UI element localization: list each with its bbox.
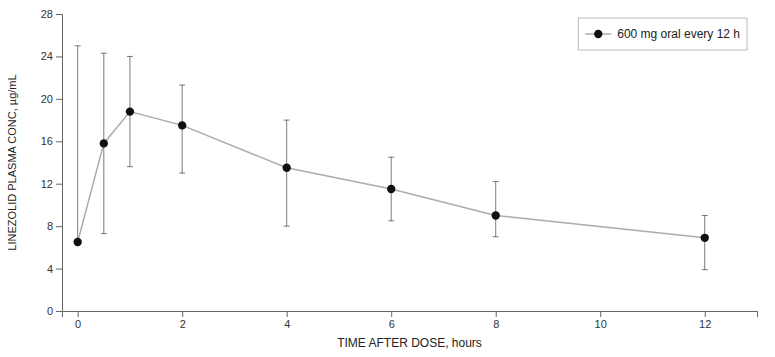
tick-label: 10 xyxy=(595,318,607,330)
y-axis-title: LINEZOLID PLASMA CONC, µg/mL xyxy=(6,74,18,250)
tick: 0 xyxy=(75,311,81,330)
tick-mark xyxy=(705,311,706,317)
tick: 8 xyxy=(47,220,62,232)
tick: 12 xyxy=(699,311,711,330)
x-axis-line xyxy=(63,312,758,318)
tick-label: 0 xyxy=(75,318,81,330)
point xyxy=(126,107,134,115)
tick-mark xyxy=(56,56,62,57)
tick-label: 2 xyxy=(180,318,186,330)
tick: 0 xyxy=(47,305,62,317)
point xyxy=(73,238,81,246)
error-bar xyxy=(75,46,81,242)
tick-label: 16 xyxy=(41,135,53,147)
x-axis: 0 2 4 6 8 10 12 xyxy=(63,311,758,330)
tick-mark xyxy=(496,311,497,317)
tick-mark xyxy=(56,269,62,270)
legend-frame xyxy=(578,18,747,50)
legend-marker xyxy=(594,30,602,38)
tick-mark xyxy=(56,99,62,100)
y-axis-line xyxy=(56,15,63,312)
tick-label: 28 xyxy=(41,8,53,20)
tick-label: 20 xyxy=(41,93,53,105)
error-bar xyxy=(284,120,290,226)
y-axis: 0 4 8 12 16 20 24 28 xyxy=(41,8,63,317)
tick-label: 6 xyxy=(389,318,395,330)
tick: 24 xyxy=(41,50,62,62)
tick-label: 4 xyxy=(47,263,53,275)
tick-mark xyxy=(56,14,62,15)
point xyxy=(100,139,108,147)
tick-label: 24 xyxy=(41,50,53,62)
tick-mark xyxy=(78,311,79,317)
tick-label: 8 xyxy=(47,220,53,232)
series-line xyxy=(78,112,705,242)
tick-label: 12 xyxy=(699,318,711,330)
tick-label: 8 xyxy=(493,318,499,330)
tick: 12 xyxy=(41,178,62,190)
point xyxy=(178,121,186,129)
tick-mark xyxy=(182,311,183,317)
tick: 2 xyxy=(180,311,186,330)
error-bar xyxy=(493,182,499,237)
tick: 6 xyxy=(389,311,395,330)
tick-mark xyxy=(56,184,62,185)
tick-mark xyxy=(56,311,62,312)
tick: 4 xyxy=(47,263,62,275)
tick-mark xyxy=(56,226,62,227)
tick-mark xyxy=(56,141,62,142)
chart: 0246810120481216202428TIME AFTER DOSE, h… xyxy=(0,0,775,357)
tick-mark xyxy=(287,311,288,317)
tick: 10 xyxy=(595,311,607,330)
tick: 4 xyxy=(284,311,290,330)
tick-label: 0 xyxy=(47,305,53,317)
tick: 16 xyxy=(41,135,62,147)
point xyxy=(387,185,395,193)
point xyxy=(701,234,709,242)
legend: 600 mg oral every 12 h xyxy=(578,18,747,50)
tick-mark xyxy=(391,311,392,317)
tick-mark xyxy=(600,311,601,317)
legend-label: 600 mg oral every 12 h xyxy=(617,27,740,41)
tick: 8 xyxy=(493,311,499,330)
tick-label: 12 xyxy=(41,178,53,190)
tick: 20 xyxy=(41,93,62,105)
tick: 28 xyxy=(41,8,62,20)
plot-area xyxy=(73,46,708,270)
point xyxy=(283,164,291,172)
x-axis-title: TIME AFTER DOSE, hours xyxy=(337,336,482,350)
tick-label: 4 xyxy=(284,318,290,330)
error-bar xyxy=(702,216,708,270)
point xyxy=(492,211,500,219)
